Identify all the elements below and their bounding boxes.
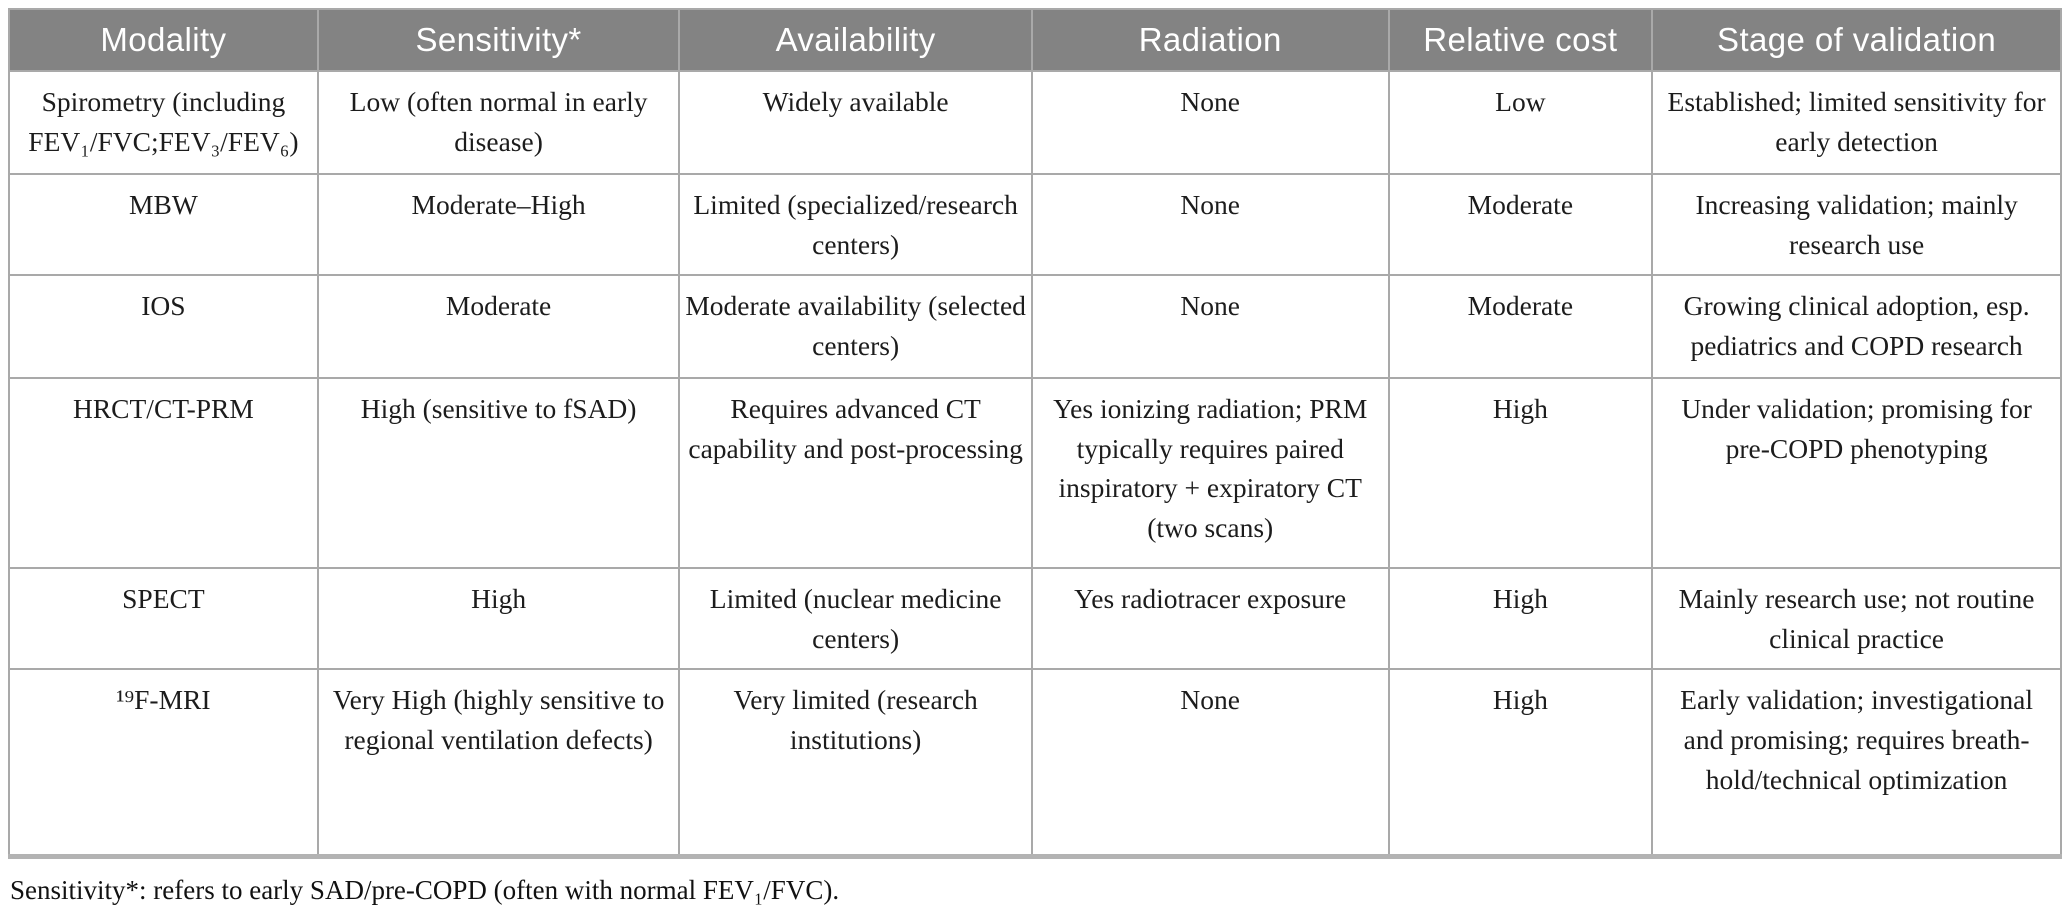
table-header-row: Modality Sensitivity* Availability Radia… — [8, 8, 2062, 72]
table-cell: IOS — [8, 274, 319, 380]
table-cell: Moderate — [316, 274, 681, 380]
table-cell: Limited (nuclear medicine centers) — [678, 567, 1033, 671]
table-cell: Under validation; promising for pre-COPD… — [1651, 377, 2062, 570]
header-cell-sensitivity: Sensitivity* — [316, 8, 681, 72]
table-cell: Moderate — [1387, 274, 1654, 380]
table-cell: None — [1030, 274, 1390, 380]
table-row-ios: IOS Moderate Moderate availability (sele… — [8, 274, 2062, 380]
table-cell: High — [1387, 668, 1654, 858]
table-row-mbw: MBW Moderate–High Limited (specialized/r… — [8, 172, 2062, 277]
table-cell: Growing clinical adoption, esp. pediatri… — [1651, 274, 2062, 380]
table-cell: SPECT — [8, 567, 319, 671]
table-cell: High — [1387, 377, 1654, 570]
modality-comparison-table: Modality Sensitivity* Availability Radia… — [8, 8, 2062, 859]
table-row-spect: SPECT High Limited (nuclear medicine cen… — [8, 567, 2062, 671]
table-cell: High — [1387, 567, 1654, 671]
header-cell-stage-of-validation: Stage of validation — [1651, 8, 2062, 72]
table-cell: High (sensitive to fSAD) — [316, 377, 681, 570]
table-cell: Mainly research use; not routine clinica… — [1651, 567, 2062, 671]
table-cell: Moderate–High — [316, 172, 681, 277]
table-cell: HRCT/CT-PRM — [8, 377, 319, 570]
table-cell: Requires advanced CT capability and post… — [678, 377, 1033, 570]
header-cell-radiation: Radiation — [1030, 8, 1390, 72]
table-row-hrct-ct-prm: HRCT/CT-PRM High (sensitive to fSAD) Req… — [8, 377, 2062, 570]
table-cell: Moderate — [1387, 172, 1654, 277]
table-row-spirometry: Spirometry (including FEV₁/FVC;FEV₃/FEV₆… — [8, 70, 2062, 175]
table-cell: High — [316, 567, 681, 671]
table-cell: Early validation; investigational and pr… — [1651, 668, 2062, 858]
table-cell: MBW — [8, 172, 319, 277]
table-cell: Very High (highly sensitive to regional … — [316, 668, 681, 858]
table-cell: Established; limited sensitivity for ear… — [1651, 70, 2062, 175]
header-cell-modality: Modality — [8, 8, 319, 72]
table-cell: None — [1030, 70, 1390, 175]
header-cell-relative-cost: Relative cost — [1387, 8, 1654, 72]
header-cell-availability: Availability — [678, 8, 1033, 72]
table-row-19f-mri: ¹⁹F-MRI Very High (highly sensitive to r… — [8, 668, 2062, 858]
table-footnote: Sensitivity*: refers to early SAD/pre-CO… — [10, 874, 840, 905]
table-cell: None — [1030, 668, 1390, 858]
table-cell: Spirometry (including FEV₁/FVC;FEV₃/FEV₆… — [8, 70, 319, 175]
table-cell: Low (often normal in early disease) — [316, 70, 681, 175]
table-cell: Increasing validation; mainly research u… — [1651, 172, 2062, 277]
table-cell: Yes ionizing radiation; PRM typically re… — [1030, 377, 1390, 570]
table-cell: None — [1030, 172, 1390, 277]
table-cell: Widely available — [678, 70, 1033, 175]
table-cell: Very limited (research institutions) — [678, 668, 1033, 858]
table-cell: Yes radiotracer exposure — [1030, 567, 1390, 671]
table-cell: Limited (specialized/research centers) — [678, 172, 1033, 277]
table-cell: Low — [1387, 70, 1654, 175]
table-cell: Moderate availability (selected centers) — [678, 274, 1033, 380]
table-cell: ¹⁹F-MRI — [8, 668, 319, 858]
